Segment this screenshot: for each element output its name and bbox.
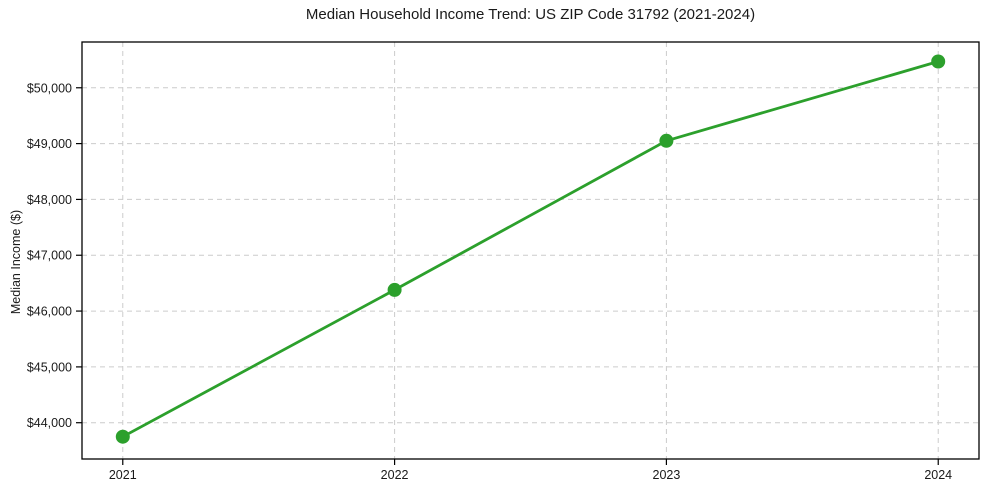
x-tick-label: 2022 [381,468,409,482]
chart-title: Median Household Income Trend: US ZIP Co… [305,6,756,23]
x-tick-label: 2024 [924,468,952,482]
x-tick-label: 2021 [109,468,137,482]
data-point-marker [659,133,674,148]
data-point-marker [115,429,130,444]
y-axis-label: Median Income ($) [9,209,23,315]
y-tick-label: $46,000 [27,305,72,319]
trend-line [121,60,940,439]
y-tick-label: $45,000 [27,360,72,374]
data-point-marker [387,282,402,297]
y-tick-label: $44,000 [27,416,72,430]
y-tick-label: $47,000 [27,249,72,263]
data-point-marker [931,54,946,69]
y-tick-label: $48,000 [27,193,72,207]
y-tick-label: $50,000 [27,81,72,95]
x-tick-label: 2023 [653,468,681,482]
plot-frame [81,41,980,460]
y-tick-label: $49,000 [27,137,72,151]
